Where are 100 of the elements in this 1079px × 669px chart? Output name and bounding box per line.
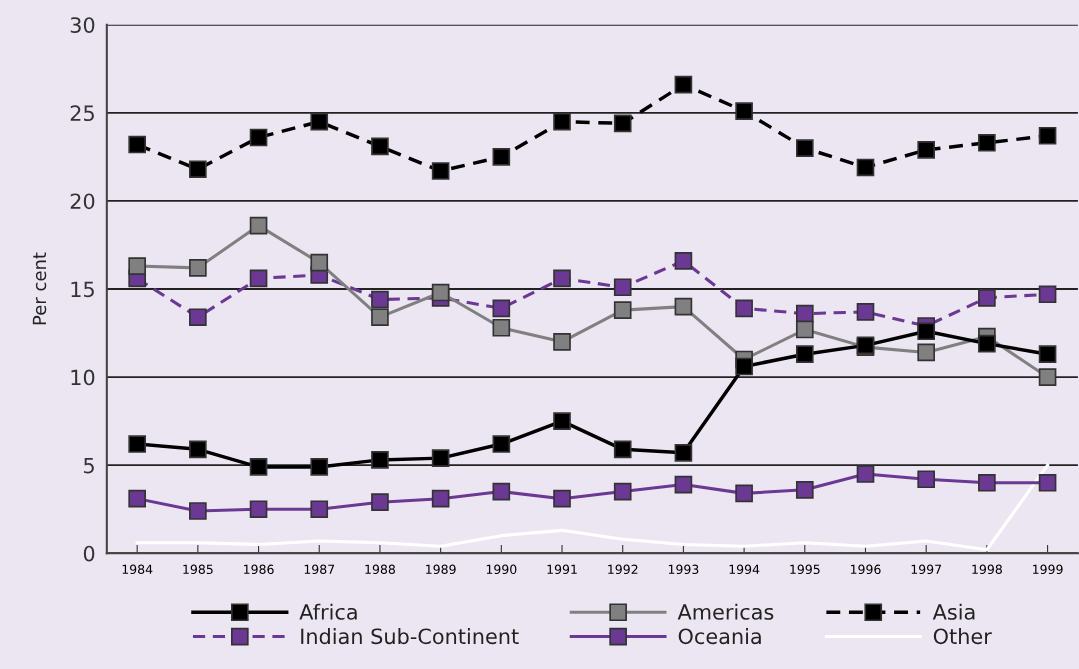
x-tick-label: 1990 — [486, 564, 517, 575]
point — [553, 412, 571, 430]
point — [795, 345, 814, 364]
point — [310, 253, 329, 272]
y-axis-title: Per cent — [32, 252, 47, 325]
point — [1038, 285, 1057, 304]
point — [371, 308, 389, 327]
point — [189, 308, 207, 327]
point — [674, 251, 693, 270]
point — [249, 128, 268, 147]
point — [553, 333, 571, 351]
point — [917, 343, 936, 362]
x-tick-label: 1989 — [426, 564, 456, 575]
point — [371, 137, 389, 156]
legend-label: Asia — [932, 603, 975, 620]
point — [856, 158, 875, 177]
point — [613, 301, 632, 319]
y-tick-label: 30 — [70, 17, 95, 33]
x-tick-label: 1985 — [183, 564, 213, 575]
point — [128, 257, 146, 275]
point — [674, 75, 693, 94]
x-tick-label: 1995 — [790, 564, 820, 575]
legend-label: Indian Sub-Continent — [301, 628, 519, 645]
point — [674, 444, 693, 462]
point — [1038, 368, 1057, 386]
point — [735, 357, 753, 376]
point — [613, 114, 632, 133]
point — [189, 502, 207, 520]
point — [978, 473, 996, 492]
x-tick-label: 1991 — [547, 564, 577, 575]
legend-label: Oceania — [678, 628, 761, 645]
point — [492, 148, 511, 166]
point — [371, 290, 389, 309]
point — [553, 112, 571, 131]
x-tick-label: 1994 — [729, 564, 760, 575]
point — [795, 304, 814, 323]
point — [371, 451, 389, 469]
x-tick-label: 1988 — [365, 564, 395, 575]
point — [795, 320, 814, 339]
point — [492, 435, 511, 453]
point — [674, 297, 693, 316]
legend-label: Africa — [299, 603, 357, 620]
point — [795, 139, 814, 157]
point — [371, 493, 389, 511]
point — [189, 259, 207, 277]
point — [553, 489, 571, 508]
y-tick-label: 0 — [83, 545, 95, 562]
point — [553, 269, 571, 288]
point — [613, 278, 632, 297]
point — [613, 482, 632, 501]
point — [735, 484, 753, 503]
x-tick-label: 1998 — [972, 564, 1002, 575]
point — [310, 458, 329, 476]
point — [431, 283, 450, 302]
point — [735, 102, 753, 120]
point — [735, 299, 753, 318]
point — [978, 334, 996, 353]
point — [492, 299, 511, 318]
point — [249, 458, 268, 476]
x-tick-label: 1992 — [608, 564, 638, 575]
point — [1038, 126, 1057, 145]
line-series — [135, 463, 1050, 552]
y-tick-label: 25 — [70, 105, 94, 122]
point — [249, 500, 268, 519]
point — [856, 303, 875, 321]
point — [249, 216, 268, 235]
y-tick-label: 10 — [71, 369, 95, 386]
legend-label: Other — [933, 628, 992, 645]
x-tick-label: 1986 — [244, 564, 274, 575]
point — [978, 133, 996, 152]
point — [1038, 473, 1057, 492]
x-tick-label: 1999 — [1033, 564, 1063, 575]
point — [492, 318, 511, 337]
y-tick-label: 15 — [71, 281, 94, 298]
y-tick-label: 5 — [84, 457, 94, 474]
point — [189, 160, 207, 179]
point — [795, 481, 814, 499]
point — [310, 500, 329, 519]
x-tick-label: 1987 — [304, 564, 335, 575]
point — [189, 440, 207, 459]
point — [917, 470, 936, 489]
x-tick-label: 1997 — [911, 564, 942, 575]
point — [431, 489, 450, 508]
point — [613, 440, 632, 459]
y-tick-label: 20 — [70, 193, 95, 210]
point — [128, 135, 146, 154]
point — [249, 269, 268, 288]
point — [128, 435, 146, 453]
point — [128, 489, 146, 508]
point — [492, 482, 511, 501]
legend-label: Americas — [677, 603, 774, 620]
point — [674, 475, 693, 494]
point — [431, 449, 450, 467]
point — [1038, 345, 1057, 364]
point — [310, 112, 329, 131]
x-tick-label: 1993 — [668, 564, 699, 575]
point — [978, 288, 996, 307]
point — [856, 465, 875, 483]
point — [431, 162, 450, 180]
x-tick-label: 1984 — [122, 564, 153, 575]
